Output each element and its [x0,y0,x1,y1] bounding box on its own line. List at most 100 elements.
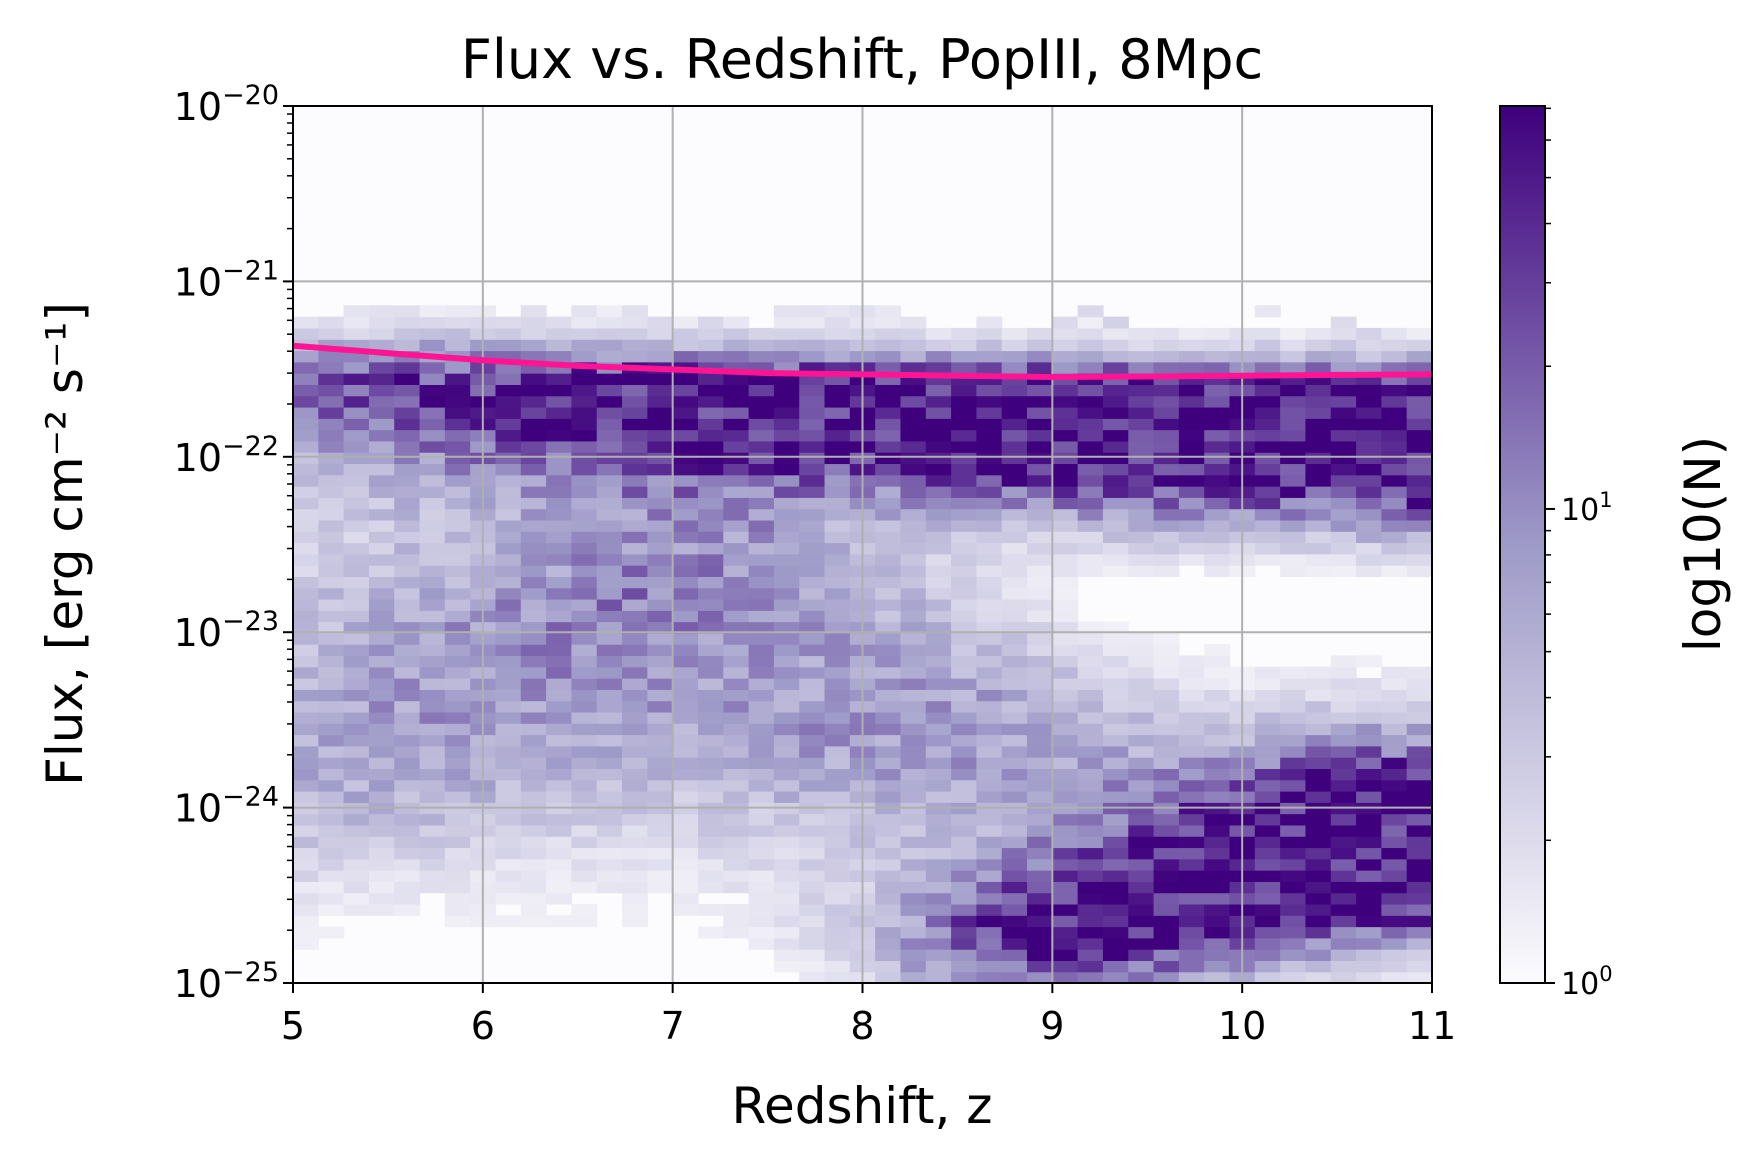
heatmap-cell [925,926,952,939]
heatmap-cell [951,745,977,758]
heatmap-cell [773,960,800,973]
heatmap-cell [976,937,1003,950]
heatmap-cell [1204,429,1231,442]
heatmap-cell [925,497,952,510]
heatmap-cell [1381,903,1408,916]
heatmap-cell [875,824,902,837]
heatmap-cell [875,598,902,611]
heatmap-cell [1178,553,1205,566]
heatmap-cell [1280,847,1307,860]
heatmap-cell [1052,406,1079,419]
heatmap-cell [1102,971,1129,984]
heatmap-cell [318,757,345,769]
heatmap-cell [571,418,598,431]
heatmap-cell [419,881,446,894]
heatmap-cell [394,463,421,476]
heatmap-cell [495,745,522,758]
heatmap-cell [723,350,750,363]
heatmap-cell [875,327,902,340]
heatmap-cell [824,915,851,928]
heatmap-cell [697,384,724,397]
heatmap-cell [394,395,421,408]
heatmap-cell [1001,339,1028,352]
heatmap-cell [824,576,851,589]
heatmap-cell [723,881,750,894]
heatmap-cell [647,768,674,781]
heatmap-cell [495,339,522,352]
heatmap-cell [748,768,775,781]
heatmap-cell [1356,339,1382,352]
heatmap-cell [951,678,977,690]
heatmap-cell [1027,474,1053,487]
heatmap-cell [1406,870,1433,882]
heatmap-cell [343,406,370,419]
heatmap-cell [571,870,598,882]
heatmap-cell [824,960,851,973]
heatmap-cell [520,395,547,408]
heatmap-cell [723,418,750,431]
heatmap-cell [495,316,522,329]
heatmap-cell [1204,971,1231,984]
heatmap-cell [394,632,421,645]
heatmap-cell [596,621,623,634]
heatmap-cell [546,768,573,781]
heatmap-cell [293,452,319,465]
heatmap-cell [495,497,522,510]
heatmap-cell [293,745,319,758]
heatmap-cell [1153,858,1180,871]
heatmap-cell [900,926,927,939]
heatmap-cell [900,779,927,792]
heatmap-cell [1128,836,1155,849]
heatmap-cell [672,463,699,476]
heatmap-cell [697,350,724,363]
heatmap-cell [343,768,370,781]
heatmap-cell [799,915,826,928]
heatmap-cell [343,486,370,498]
heatmap-cell [343,847,370,860]
heatmap-cell [824,339,851,352]
heatmap-cell [723,689,750,702]
heatmap-cell [368,429,395,442]
heatmap-cell [368,474,395,487]
heatmap-cell [546,745,573,758]
heatmap-cell [1330,565,1357,577]
heatmap-cell [1381,678,1408,690]
heatmap-cell [900,971,927,984]
heatmap-cell [1178,757,1205,769]
heatmap-cell [1406,779,1433,792]
heatmap-cell [1178,813,1205,826]
heatmap-cell [394,384,421,397]
heatmap-cell [444,474,471,487]
heatmap-cell [571,553,598,566]
heatmap-cell [546,519,573,532]
heatmap-cell [1052,463,1079,476]
heatmap-cell [697,327,724,340]
heatmap-cell [773,779,800,792]
heatmap-cell [622,486,648,498]
heatmap-cell [596,350,623,363]
heatmap-cell [697,632,724,645]
heatmap-cell [495,384,522,397]
heatmap-cell [1077,723,1104,736]
heatmap-cell [1102,497,1129,510]
heatmap-cell [368,452,395,465]
heatmap-cell [647,497,674,510]
heatmap-cell [318,666,345,679]
heatmap-cell [293,565,319,577]
heatmap-cell [394,892,421,905]
heatmap-cell [925,519,952,532]
heatmap-cell [1001,689,1028,702]
heatmap-cell [394,429,421,442]
heatmap-cell [1077,327,1104,340]
heatmap-cell [546,316,573,329]
heatmap-cell [1077,384,1104,397]
heatmap-cell [951,350,977,363]
heatmap-cell [976,474,1003,487]
heatmap-cell [343,418,370,431]
heatmap-cell [293,373,319,385]
heatmap-cell [546,678,573,690]
heatmap-cell [748,418,775,431]
heatmap-cell [419,858,446,871]
heatmap-cell [1280,768,1307,781]
heatmap-cell [1052,395,1079,408]
